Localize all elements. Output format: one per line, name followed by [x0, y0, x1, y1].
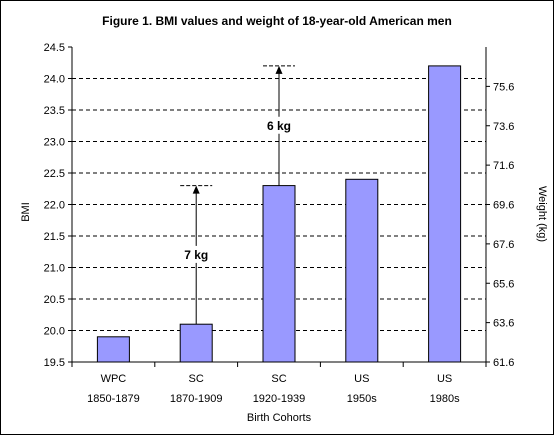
bar: [345, 178, 379, 363]
y-tick-label: 22.5: [44, 168, 65, 180]
y2-tick-label: 75.6: [493, 81, 514, 93]
bar: [179, 323, 213, 363]
y2-tick-label: 69.6: [493, 200, 514, 212]
y2-axis-title: Weight (kg): [536, 186, 548, 242]
axes: 19.5 20.0 20.5 21.0 21.5 22.0 22.5 23.0 23.5 24.0…: [44, 42, 515, 405]
y-tick-label: 21.5: [44, 231, 65, 243]
annotation-label: 6 kg: [267, 119, 291, 133]
bar: [428, 65, 462, 363]
y-tick-label: 21.0: [44, 263, 65, 275]
y-axis-title: BMI: [20, 202, 32, 222]
y-tick-label: 23.5: [44, 105, 65, 117]
x-category-group-label: US: [354, 373, 369, 385]
x-category-period-label: 1920-1939: [253, 393, 306, 405]
y-tick-label: 24.0: [44, 74, 65, 86]
y2-tick-label: 71.6: [493, 160, 514, 172]
x-category-group-label: WPC: [101, 373, 127, 385]
y-tick-label: 23.0: [44, 137, 65, 149]
x-category-group-label: SC: [189, 373, 204, 385]
y2-tick-label: 67.6: [493, 239, 514, 251]
x-category-period-label: 1950s: [347, 393, 377, 405]
x-category-group-label: SC: [271, 373, 286, 385]
x-category-period-label: 1850-1879: [87, 393, 140, 405]
x-category-period-label: 1870-1909: [170, 393, 223, 405]
annotation-label: 7 kg: [184, 248, 208, 262]
x-category-group-label: US: [437, 373, 452, 385]
chart-title: Figure 1. BMI values and weight of 18-ye…: [102, 14, 452, 28]
y2-tick-label: 65.6: [493, 278, 514, 290]
annotation-label-bg: [182, 245, 211, 263]
y-tick-label: 20.0: [44, 326, 65, 338]
bar: [96, 336, 130, 363]
y2-tick-label: 73.6: [493, 121, 514, 133]
y2-tick-label: 63.6: [493, 318, 514, 330]
y2-tick-label: 61.6: [493, 357, 514, 369]
annotation-arrow-head: [275, 65, 283, 74]
annotation-label-bg: [265, 116, 293, 134]
y-tick-label: 19.5: [44, 357, 65, 369]
annotation-arrow-head: [192, 185, 200, 194]
y-tick-label: 24.5: [44, 42, 65, 54]
y-tick-label: 20.5: [44, 294, 65, 306]
x-category-period-label: 1980s: [430, 393, 460, 405]
annotations: 7 kg 6 kg: [180, 65, 295, 325]
x-axis-title: Birth Cohorts: [247, 412, 312, 424]
bar: [262, 185, 296, 363]
y-tick-label: 22.0: [44, 200, 65, 212]
